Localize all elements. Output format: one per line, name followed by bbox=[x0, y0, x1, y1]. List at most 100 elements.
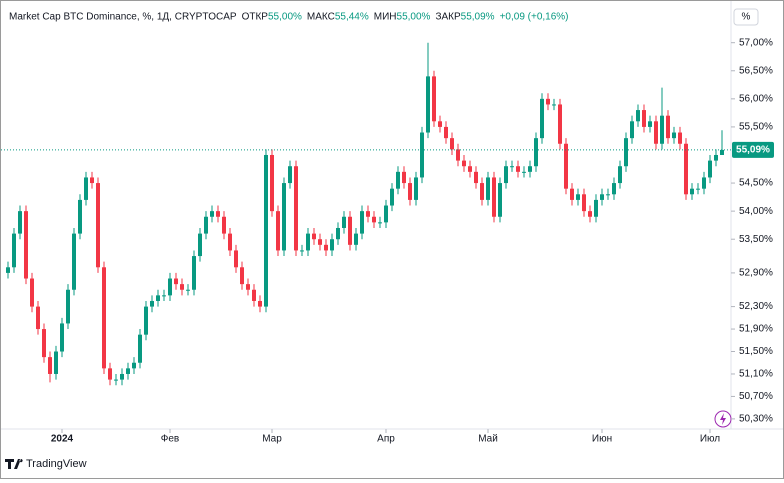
candle-body bbox=[18, 211, 22, 234]
candle-body bbox=[258, 300, 262, 307]
candle-body bbox=[90, 177, 94, 184]
header-open-label: ОТКР bbox=[242, 12, 269, 23]
candle-body bbox=[354, 233, 358, 245]
scale-button-label[interactable]: % bbox=[742, 12, 751, 23]
candle-body bbox=[606, 194, 610, 196]
candle-body bbox=[318, 239, 322, 245]
y-tick-label: 52,90% bbox=[739, 268, 773, 279]
candle-body bbox=[282, 183, 286, 251]
candle-body bbox=[324, 244, 328, 251]
header-close-label: ЗАКР bbox=[435, 12, 461, 23]
candle-body bbox=[378, 222, 382, 224]
candle-body bbox=[654, 121, 658, 144]
header-high-text: 55,44% bbox=[335, 12, 369, 23]
candle-body bbox=[570, 188, 574, 200]
candle-body bbox=[252, 289, 256, 301]
legend-header: Market Cap BTC Dominance, %, 1Д, CRYPTOC… bbox=[9, 12, 569, 23]
y-tick-label: 54,00% bbox=[739, 206, 773, 217]
candle-body bbox=[498, 183, 502, 217]
candle-body bbox=[54, 351, 58, 374]
candle-body bbox=[174, 278, 178, 285]
candle-body bbox=[600, 194, 604, 200]
candle-body bbox=[474, 171, 478, 184]
candle-body bbox=[294, 166, 298, 251]
candle-body bbox=[24, 211, 28, 279]
candle-body bbox=[162, 295, 166, 297]
candle-body bbox=[660, 115, 664, 144]
x-tick-label: Май bbox=[478, 434, 498, 445]
x-tick-label: Июн bbox=[592, 434, 612, 445]
candle-body bbox=[522, 171, 526, 173]
candle-body bbox=[78, 199, 82, 234]
candle-body bbox=[618, 166, 622, 184]
candle-body bbox=[366, 211, 370, 217]
candle-body bbox=[504, 166, 508, 184]
candle-body bbox=[672, 132, 676, 139]
candle-body bbox=[534, 138, 538, 167]
candle-body bbox=[96, 183, 100, 268]
y-tick-label: 52,30% bbox=[739, 301, 773, 312]
candle-body bbox=[198, 233, 202, 257]
candle-body bbox=[126, 368, 130, 374]
candle-body bbox=[492, 177, 496, 217]
candle-body bbox=[438, 121, 442, 127]
candle-body bbox=[396, 171, 400, 189]
y-tick-label: 53,50% bbox=[739, 234, 773, 245]
candle-body bbox=[624, 138, 628, 167]
candle-body bbox=[594, 199, 598, 217]
candle-body bbox=[342, 216, 346, 228]
header-open-text: 55,00% bbox=[268, 12, 302, 23]
candle-body bbox=[30, 278, 34, 307]
candle-body bbox=[696, 188, 700, 190]
candle-body bbox=[150, 300, 154, 307]
candle-body bbox=[60, 323, 64, 352]
candle-body bbox=[690, 188, 694, 195]
candle-body bbox=[420, 132, 424, 178]
candle-body bbox=[120, 373, 124, 380]
candle-body bbox=[384, 205, 388, 223]
y-tick-label: 51,10% bbox=[739, 369, 773, 380]
candle-body bbox=[84, 177, 88, 200]
header-high-label: МАКС bbox=[307, 12, 335, 23]
candle-body bbox=[588, 211, 592, 217]
brand-mark bbox=[5, 459, 23, 469]
candle-body bbox=[540, 98, 544, 139]
candle-body bbox=[612, 183, 616, 195]
header-low-label: МИН bbox=[374, 12, 397, 23]
candle-body bbox=[360, 211, 364, 234]
candle-body bbox=[300, 250, 304, 252]
candle-body bbox=[42, 329, 46, 358]
candle-body bbox=[288, 166, 292, 184]
candle-body bbox=[510, 166, 514, 168]
candle-body bbox=[222, 216, 226, 234]
candle-body bbox=[66, 289, 70, 324]
candle-body bbox=[666, 115, 670, 139]
candle-body bbox=[390, 188, 394, 206]
candle-body bbox=[456, 149, 460, 161]
x-tick-label: Июл bbox=[700, 434, 720, 445]
candle-body bbox=[138, 334, 142, 363]
candle-body bbox=[402, 171, 406, 184]
candle-body bbox=[312, 233, 316, 240]
header-symbol: Market Cap BTC Dominance, %, 1Д, CRYPTOC… bbox=[9, 12, 237, 23]
candle-body bbox=[36, 306, 40, 330]
candle-body bbox=[468, 166, 472, 172]
x-tick-label: 2024 bbox=[51, 434, 74, 445]
candle-body bbox=[714, 154, 718, 161]
candle-body bbox=[720, 149, 724, 155]
candle-body bbox=[708, 160, 712, 178]
candle-body bbox=[636, 110, 640, 122]
candle-body bbox=[372, 216, 376, 223]
candle-body bbox=[462, 160, 466, 167]
candle-body bbox=[648, 121, 652, 127]
x-tick-label: Апр bbox=[377, 434, 395, 445]
candle-body bbox=[156, 295, 160, 301]
candle-body bbox=[264, 154, 268, 307]
candle-body bbox=[480, 183, 484, 200]
candle-body bbox=[192, 256, 196, 290]
candle-body bbox=[564, 143, 568, 189]
candle-body bbox=[6, 267, 10, 273]
scale-button[interactable] bbox=[733, 8, 759, 26]
candle-body bbox=[582, 194, 586, 212]
